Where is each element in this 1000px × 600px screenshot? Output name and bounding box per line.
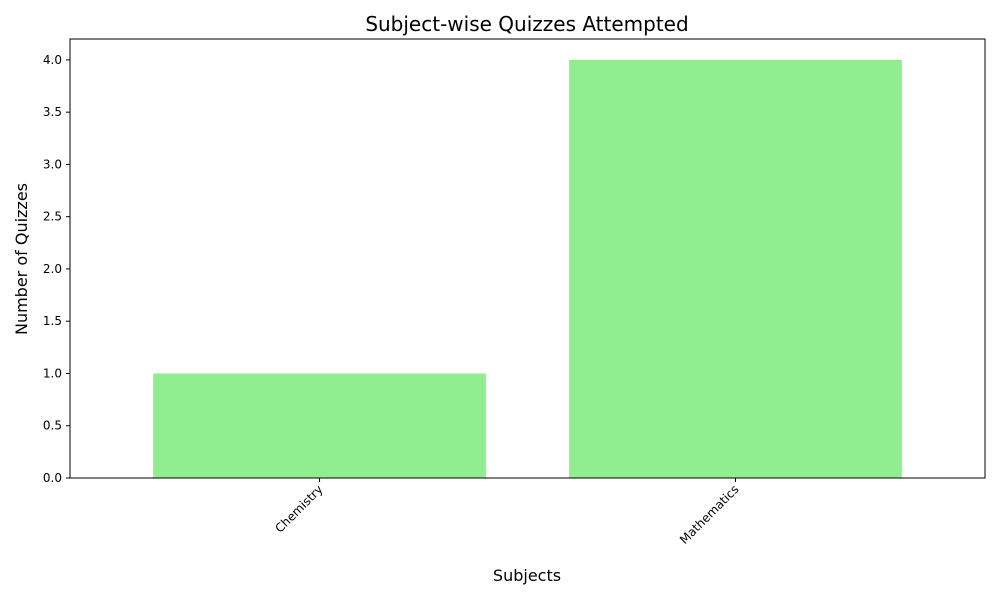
y-tick-label: 0.5 (43, 419, 62, 433)
bars-group (153, 59, 902, 479)
x-axis: Chemistry Mathematics (272, 478, 742, 547)
y-tick-label: 4.0 (43, 53, 62, 67)
x-tick-label: Chemistry (272, 482, 325, 535)
plot-frame (69, 38, 986, 479)
bar-mathematics (569, 59, 902, 479)
y-tick-label: 3.0 (43, 157, 62, 171)
y-tick-label: 1.0 (43, 366, 62, 380)
y-axis-label: Number of Quizzes (12, 183, 31, 335)
bar-chemistry (153, 373, 486, 478)
y-tick-label: 0.0 (43, 471, 62, 485)
y-tick-label: 3.5 (43, 105, 62, 119)
y-tick-label: 2.0 (43, 262, 62, 276)
x-tick-label: Mathematics (677, 482, 742, 547)
y-tick-label: 1.5 (43, 314, 62, 328)
chart-title: Subject-wise Quizzes Attempted (365, 12, 688, 36)
y-axis: 0.0 0.5 1.0 1.5 2.0 2.5 3.0 3.5 4.0 (43, 53, 70, 485)
y-tick-label: 2.5 (43, 210, 62, 224)
plot-area: 0.0 0.5 1.0 1.5 2.0 2.5 3.0 3.5 4.0 Chemistry Mat… (43, 38, 986, 547)
x-axis-label: Subjects (493, 566, 561, 585)
